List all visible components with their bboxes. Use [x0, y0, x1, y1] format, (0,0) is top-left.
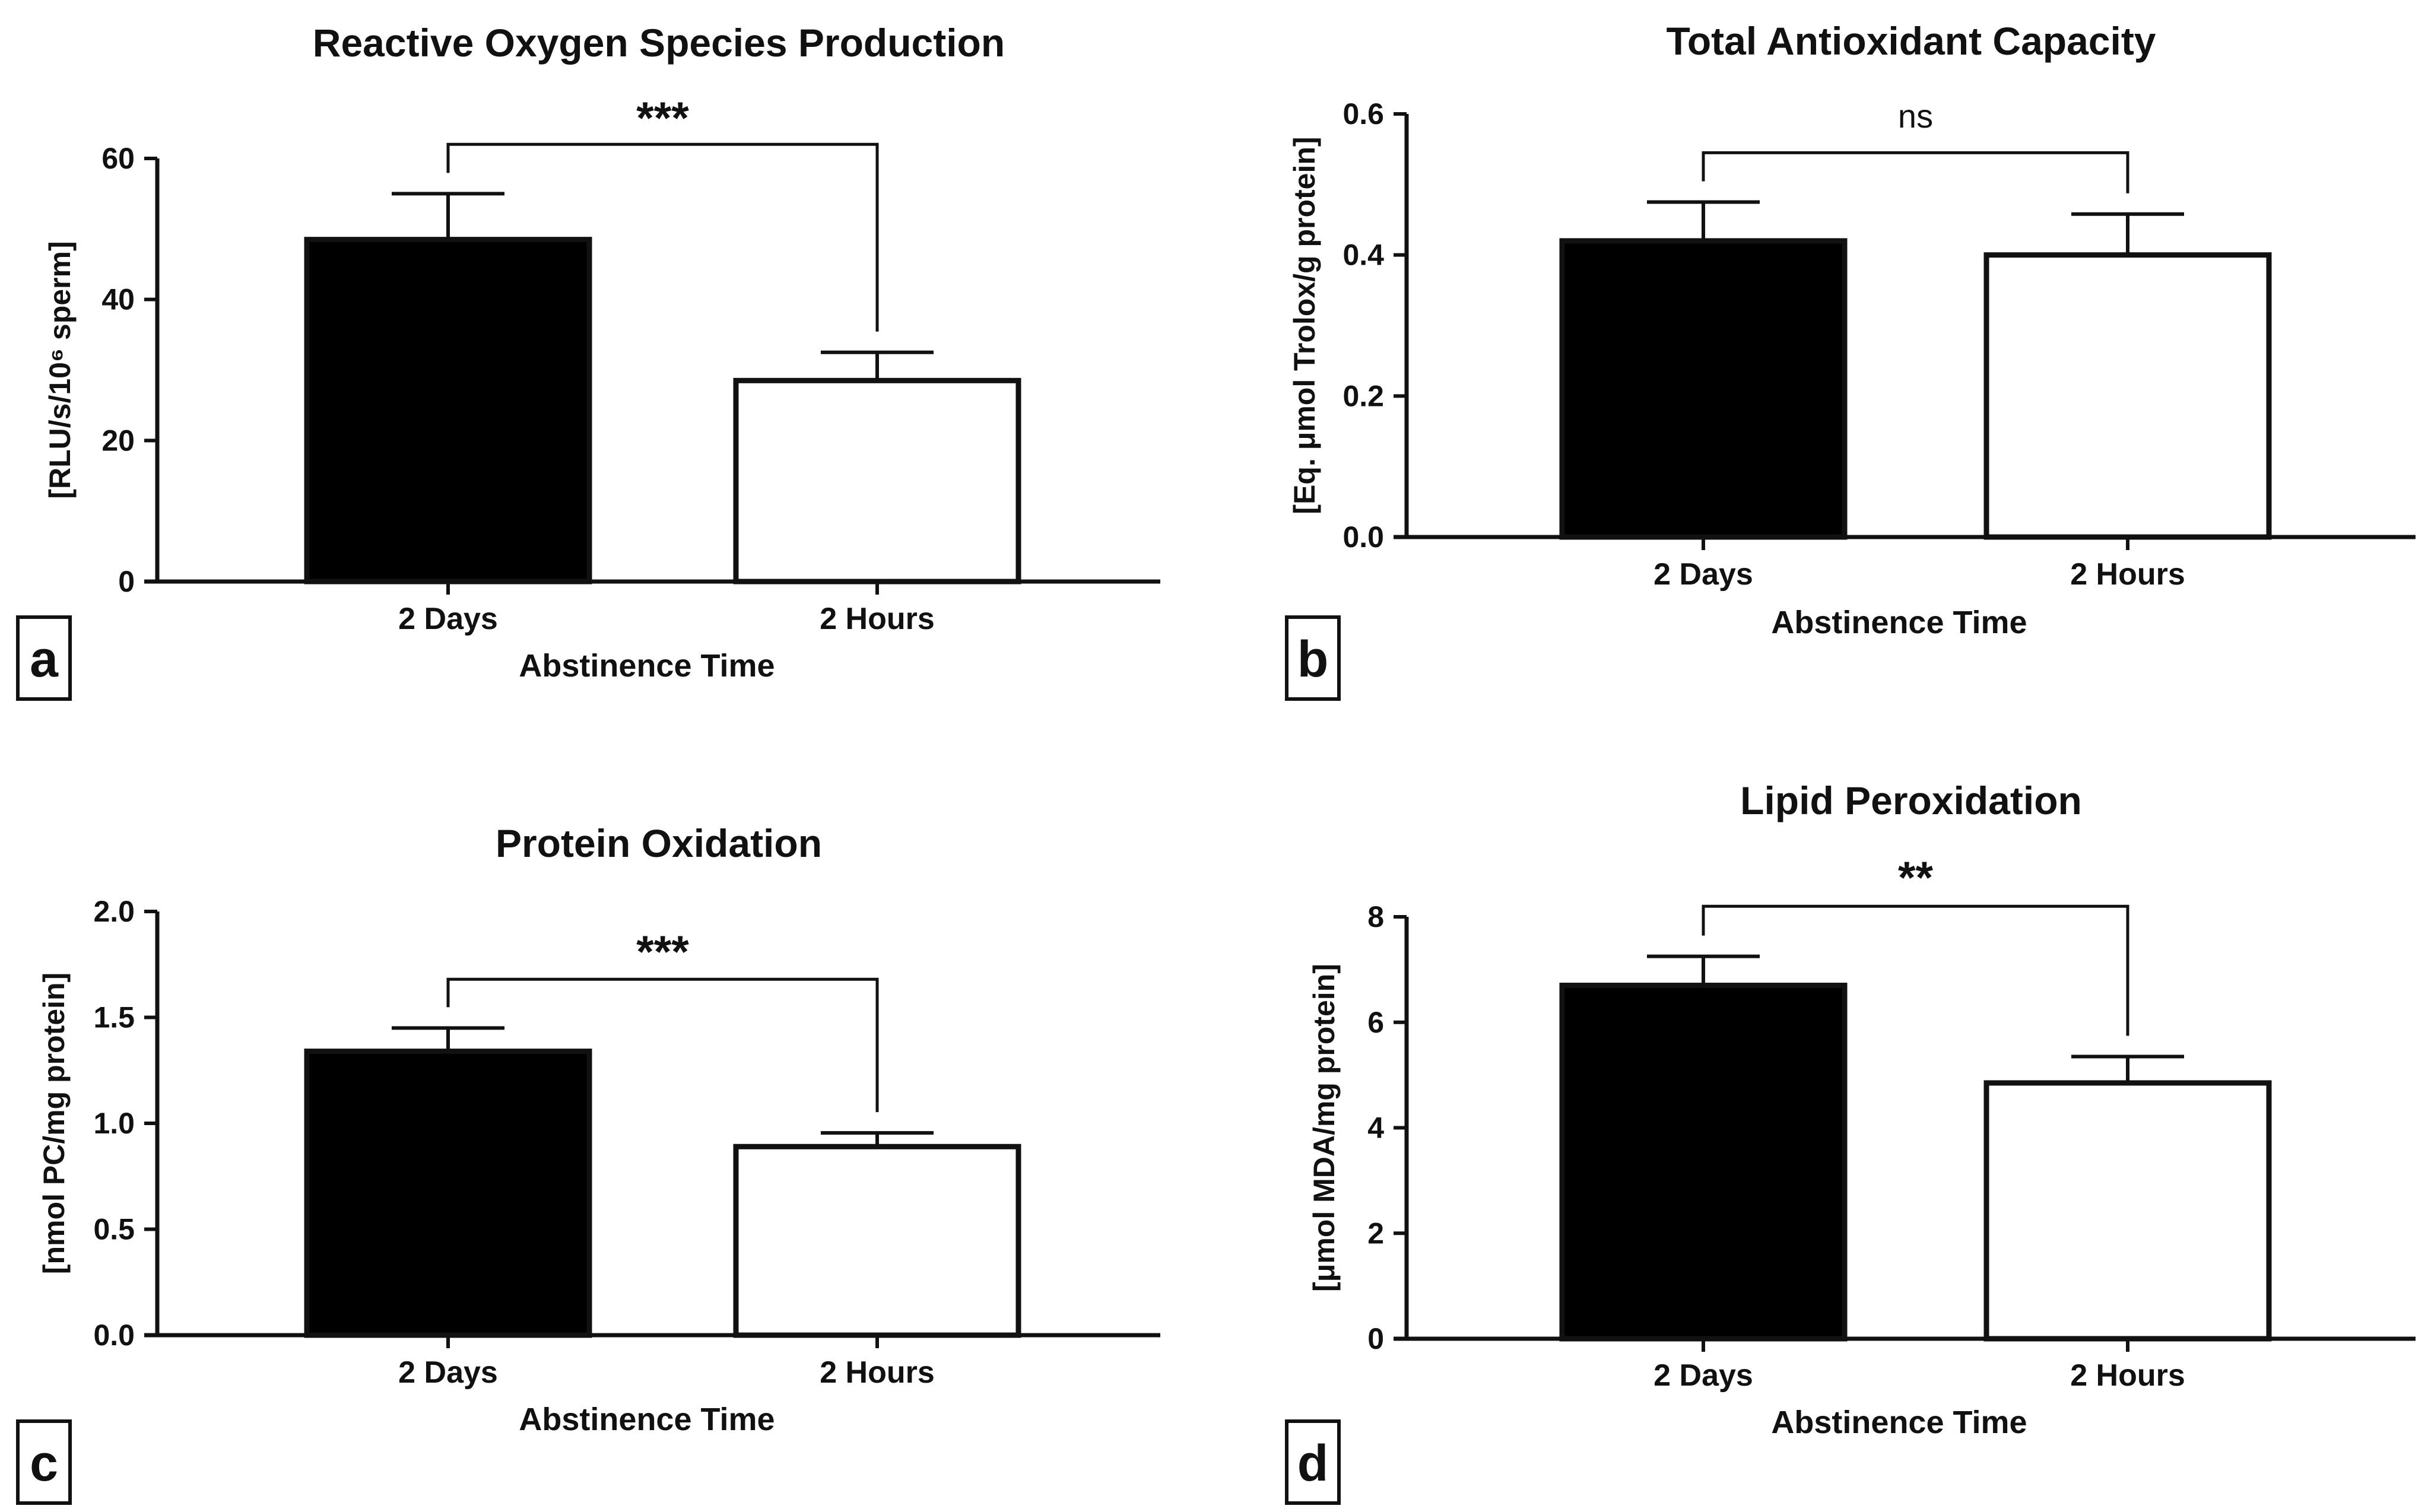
panel-b-panel-label-box [1285, 615, 1341, 701]
panel-d-panel-label-box [1285, 1419, 1341, 1505]
panel-c-y-tick-label: 0.0 [93, 1319, 135, 1352]
panel-a-x-tick-label: 2 Days [398, 602, 498, 636]
panel-a-panel-label-box [16, 615, 72, 701]
panel-d-title: Lipid Peroxidation [1740, 779, 2082, 822]
panel-b-significance-bracket [1702, 151, 2129, 193]
panel-d-panel-label: d [1297, 1435, 1329, 1492]
panel-a-x-tick-label: 2 Hours [820, 602, 935, 636]
panel-b-panel-label: b [1297, 631, 1329, 688]
panel-d-y-tick-label: 6 [1367, 1006, 1384, 1039]
panel-c-bar-days [304, 1049, 592, 1338]
panel-a-y-tick-label: 0 [118, 565, 135, 598]
panel-c-y-tick-label: 0.5 [93, 1213, 135, 1246]
panel-a-significance-label: *** [636, 93, 689, 144]
panel-c-title: Protein Oxidation [496, 821, 822, 865]
panel-d-y-tick-label: 0 [1367, 1322, 1384, 1355]
panel-b-y-tick-label: 0.2 [1342, 379, 1384, 412]
panel-a-y-tick-label: 40 [101, 283, 135, 316]
panel-c-significance-label: *** [636, 927, 689, 977]
panel-d-y-axis-label: [μmol MDA/mg protein] [1307, 964, 1341, 1292]
panel-c-x-tick-label: 2 Days [398, 1355, 498, 1390]
panel-d-y-tick-label: 8 [1367, 900, 1384, 933]
panel-d-bar-days [1559, 983, 1848, 1342]
panel-b-significance-label: ns [1898, 97, 1933, 135]
panel-c-x-axis-label: Abstinence Time [519, 1402, 775, 1437]
panel-c-panel-label: c [30, 1435, 58, 1492]
panel-b-y-tick-label: 0.4 [1342, 239, 1384, 272]
panel-d-x-axis-label: Abstinence Time [1771, 1405, 2027, 1440]
panel-b-y-axis-label: [Eq. μmol Trolox/g protein] [1288, 136, 1321, 514]
panel-b-y-tick-label: 0.0 [1342, 520, 1384, 554]
panel-c-significance-bracket [446, 977, 879, 1113]
panel-b-x-tick-label: 2 Days [1653, 557, 1753, 592]
panel-b-y-tick-label: 0.6 [1342, 97, 1384, 131]
panel-a-title: Reactive Oxygen Species Production [313, 21, 1005, 65]
panel-b-x-axis-label: Abstinence Time [1771, 605, 2027, 640]
panel-a-bar-days [304, 237, 592, 585]
panel-d-y-tick-label: 4 [1367, 1111, 1384, 1145]
panel-a-bar-hours [733, 377, 1021, 585]
panel-d-significance-bracket [1702, 904, 2129, 1036]
panel-d-significance-label: ** [1898, 853, 1934, 903]
panel-c-panel-label-box [16, 1419, 72, 1505]
panel-b-bar-hours [1983, 252, 2272, 540]
panel-a-x-axis-label: Abstinence Time [519, 648, 775, 684]
panel-d-y-tick-label: 2 [1367, 1216, 1384, 1250]
panel-c-y-tick-label: 2.0 [93, 895, 135, 928]
panel-b-x-tick-label: 2 Hours [2070, 557, 2185, 592]
panel-a-y-tick-label: 60 [101, 142, 135, 175]
panel-a-y-axis-label: [RLU/s/10⁶ sperm] [43, 241, 77, 498]
panel-a-significance-bracket [446, 142, 879, 332]
panel-d-x-tick-label: 2 Days [1653, 1358, 1753, 1393]
panel-c-y-tick-label: 1.5 [93, 1001, 135, 1034]
panel-c-y-axis-label: [nmol PC/mg protein] [37, 973, 71, 1274]
panel-d-x-tick-label: 2 Hours [2070, 1358, 2185, 1393]
panel-a-y-tick-label: 20 [101, 424, 135, 457]
panel-b-title: Total Antioxidant Capacity [1666, 19, 2156, 63]
panel-d-bar-hours [1983, 1080, 2272, 1342]
panel-c-y-tick-label: 1.0 [93, 1107, 135, 1140]
panel-c-x-tick-label: 2 Hours [820, 1355, 935, 1390]
panel-a-panel-label: a [30, 631, 59, 688]
panel-c-bar-hours [733, 1143, 1021, 1338]
panel-b-bar-days [1559, 238, 1848, 540]
